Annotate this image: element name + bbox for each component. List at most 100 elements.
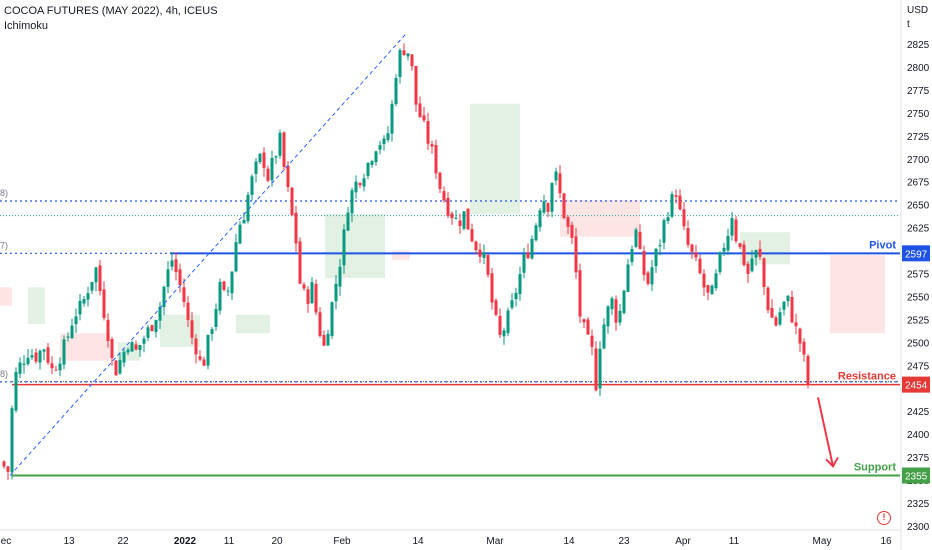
candle-body	[490, 273, 494, 303]
candle-body	[322, 335, 326, 346]
candle-body	[486, 255, 490, 275]
x-tick-label: Apr	[675, 536, 691, 547]
candle-body	[286, 165, 290, 188]
candle-body	[686, 228, 690, 245]
candle-body	[578, 270, 582, 317]
candle-body	[38, 350, 42, 363]
resistance-name-label: Resistance	[838, 371, 896, 383]
x-tick-label: 23	[618, 536, 630, 547]
candle-body	[206, 334, 210, 366]
candle-body	[2, 461, 6, 467]
y-tick-label: 2525	[907, 315, 930, 326]
candle-body	[354, 181, 358, 193]
candle-body	[682, 209, 686, 227]
candle-body	[758, 248, 762, 257]
candle-body	[126, 349, 130, 353]
candle-body	[298, 241, 302, 284]
candle-body	[750, 258, 754, 272]
candle-body	[734, 219, 738, 242]
candle-body	[26, 357, 30, 365]
candle-body	[346, 212, 350, 231]
candle-body	[134, 344, 138, 350]
y-tick-label: 2300	[907, 522, 930, 533]
candle-body	[302, 284, 306, 289]
candle-body	[726, 235, 730, 251]
cloud-segment	[470, 103, 520, 214]
candle-body	[106, 319, 110, 342]
candle-body	[798, 328, 802, 344]
candle-body	[62, 339, 66, 365]
candle-body	[194, 338, 198, 355]
candle-body	[202, 359, 206, 366]
candle-body	[446, 197, 450, 216]
candle-body	[722, 247, 726, 252]
candle-body	[622, 290, 626, 313]
symbol-title[interactable]: COCOA FUTURES (MAY 2022), 4h, ICEUS	[4, 5, 218, 17]
candle-body	[82, 299, 86, 304]
drawings	[9, 34, 839, 476]
candle-body	[598, 348, 602, 389]
currency-label: USD	[907, 5, 929, 16]
candle-body	[102, 289, 106, 318]
candle-body	[650, 267, 654, 285]
candle-body	[86, 293, 90, 300]
x-tick-label: 16	[880, 536, 892, 547]
candle-body	[634, 229, 638, 247]
candle-body	[614, 299, 618, 323]
x-tick-label: 2022	[174, 536, 197, 547]
candle-body	[90, 281, 94, 291]
candle-body	[738, 243, 742, 248]
candle-body	[54, 369, 58, 371]
candle-body	[138, 345, 142, 350]
candle-body	[94, 267, 98, 283]
candle-body	[326, 333, 330, 346]
price-badge-label: 2454	[905, 381, 928, 392]
alert-icon[interactable]: !	[877, 511, 891, 525]
candle-body	[410, 54, 414, 67]
candle-body	[366, 162, 370, 176]
candle-body	[230, 271, 234, 294]
candle-body	[754, 250, 758, 258]
candle-body	[398, 50, 402, 77]
candle-body	[462, 211, 466, 229]
fib-level-label: 7)	[0, 240, 8, 250]
candle-body	[350, 190, 354, 214]
candle-body	[514, 292, 518, 300]
price-badge	[902, 376, 930, 393]
candle-body	[174, 259, 178, 273]
candle-body	[42, 349, 46, 352]
candle-body	[150, 325, 154, 332]
candle-body	[422, 115, 426, 121]
candle-body	[702, 273, 706, 288]
candle-body	[74, 316, 78, 325]
candle-body	[210, 329, 214, 334]
candle-body	[402, 50, 406, 56]
candle-body	[454, 217, 458, 219]
x-tick-label: Mar	[486, 536, 504, 547]
candle-body	[390, 104, 394, 134]
y-tick-label: 2675	[907, 178, 930, 189]
y-tick-label: 2700	[907, 155, 930, 166]
indicator-label[interactable]: Ichimoku	[4, 20, 49, 32]
candle-body	[58, 363, 62, 371]
candle-body	[510, 300, 514, 308]
candle-body	[266, 168, 270, 181]
candle-body	[698, 258, 702, 274]
candle-body	[642, 251, 646, 275]
candle-body	[626, 264, 630, 292]
price-badge	[902, 245, 930, 262]
candle-body	[678, 195, 682, 210]
candle-body	[618, 310, 622, 323]
y-tick-label: 2800	[907, 63, 930, 74]
pivot-name-label: Pivot	[869, 239, 896, 251]
candle-body	[334, 283, 338, 302]
candle-body	[314, 283, 318, 313]
candle-body	[542, 201, 546, 213]
candle-body	[254, 161, 258, 174]
candle-body	[330, 302, 334, 337]
cloud-segment	[392, 250, 410, 260]
candle-body	[646, 272, 650, 284]
candle-body	[566, 217, 570, 227]
